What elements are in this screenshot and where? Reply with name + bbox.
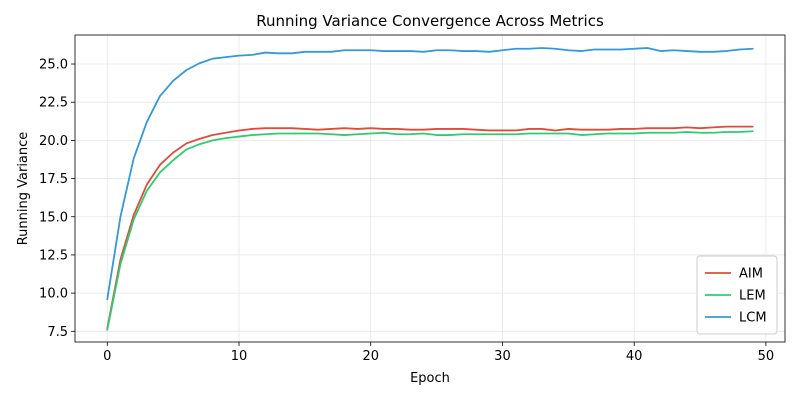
legend-label-lem: LEM	[739, 289, 766, 304]
series-line-lem	[106, 130, 754, 331]
x-axis-title: Epoch	[410, 371, 450, 386]
series-line-lcm	[106, 47, 754, 301]
legend-box	[696, 255, 778, 335]
y-axis-title: Running Variance	[16, 132, 31, 246]
y-tick-label: 20.0	[39, 134, 68, 149]
y-tick-label: 15.0	[39, 210, 68, 225]
series-line-aim	[106, 125, 754, 330]
x-axis-ticks: 0 10 20 30 40 50	[103, 342, 774, 364]
y-axis-ticks: 7.5 10.0 12.5 15.0 17.5 20.0 22.5 25.0	[39, 58, 75, 340]
y-tick-label: 12.5	[39, 248, 68, 263]
y-tick-label: 10.0	[39, 287, 68, 302]
plot-frame	[74, 34, 786, 343]
y-tick-label: 22.5	[39, 96, 68, 111]
legend-label-aim: AIM	[739, 267, 763, 282]
x-tick-label: 0	[103, 349, 111, 364]
y-tick-label: 17.5	[39, 172, 68, 187]
y-tick-label: 25.0	[39, 58, 68, 73]
y-tick-label: 7.5	[47, 325, 68, 340]
x-tick-label: 10	[231, 349, 248, 364]
x-tick-label: 40	[626, 349, 643, 364]
x-tick-label: 30	[494, 349, 511, 364]
grid	[75, 35, 785, 342]
x-tick-label: 20	[362, 349, 379, 364]
x-tick-label: 50	[758, 349, 775, 364]
series-lines	[106, 47, 754, 331]
chart-title: Running Variance Convergence Across Metr…	[256, 12, 604, 30]
legend-label-lcm: LCM	[739, 311, 767, 326]
legend: AIM LEM LCM	[696, 255, 778, 335]
